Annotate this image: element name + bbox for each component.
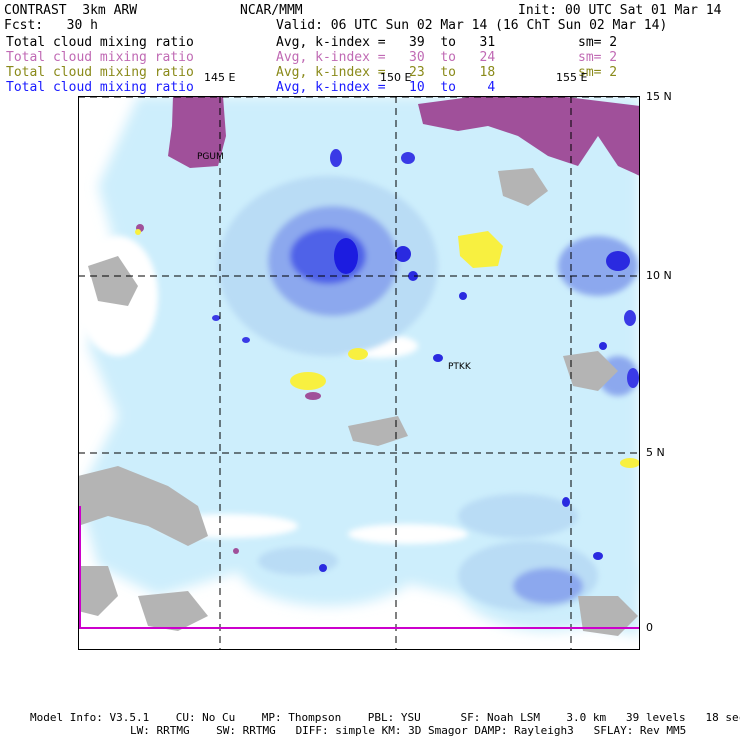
field-stat-1: Avg, k-index = 39 to 31 [276,35,496,50]
lat-label-10n: 10 N [646,269,672,282]
convective-cores [212,149,639,572]
field-stat-2: Avg, k-index = 30 to 24 [276,50,496,65]
organization: NCAR/MMM [240,3,303,18]
cloud-mixing-ratio-map [78,96,640,650]
lat-label-5n: 5 N [646,446,665,459]
lon-label-155: 155 E [556,71,588,84]
model-name: CONTRAST 3km ARW [4,3,138,18]
valid-time: Valid: 06 UTC Sun 02 Mar 14 (16 ChT Sun … [276,18,668,33]
cloud-yellow [135,229,640,620]
field-name-4: Total cloud mixing ratio [6,80,194,95]
cloud-gray [78,168,638,636]
field-stat-4: Avg, k-index = 10 to 4 [276,80,496,95]
high-cloud-purple [136,96,640,554]
lat-label-equator: 0 [646,621,653,634]
field-name-2: Total cloud mixing ratio [6,50,194,65]
field-name-1: Total cloud mixing ratio [6,35,194,50]
lat-label-15n: 15 N [646,90,672,103]
model-info-line-1: Model Info: V3.5.1 CU: No Cu MP: Thompso… [30,711,740,724]
field-stat-3: Avg, k-index = 23 to 18 [276,65,496,80]
map-frame [78,96,640,650]
lon-label-145: 145 E [204,71,236,84]
init-time: Init: 00 UTC Sat 01 Mar 14 [518,3,722,18]
station-ptkk: PTKK [448,362,471,372]
field-sm-1: sm= 2 [578,35,618,50]
station-pgum: PGUM [197,152,224,162]
field-sm-2: sm= 2 [578,50,618,65]
lon-label-150: 150 E [380,71,412,84]
model-info-line-2: LW: RRTMG SW: RRTMG DIFF: simple KM: 3D … [130,724,687,737]
forecast-hour: Fcst: 30 h [4,18,98,33]
field-sm-3: sm= 2 [578,65,618,80]
field-name-3: Total cloud mixing ratio [6,65,194,80]
